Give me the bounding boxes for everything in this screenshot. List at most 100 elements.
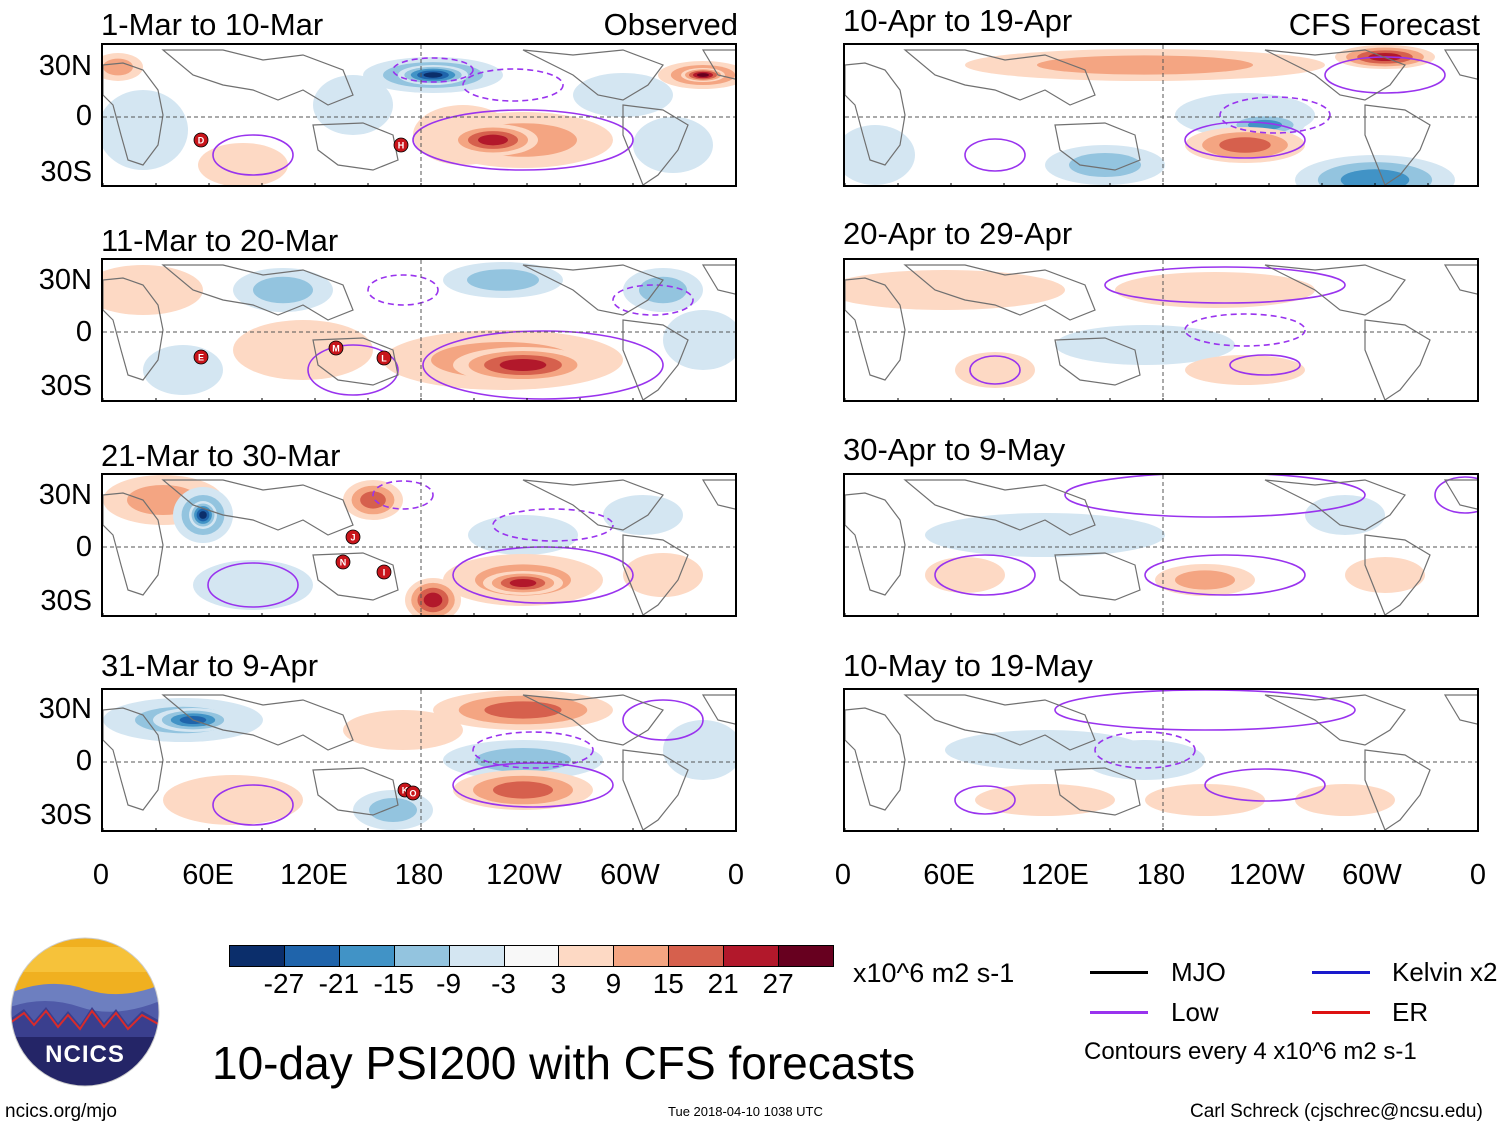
negative-anomaly [193,560,313,610]
positive-anomaly [509,579,537,587]
positive-anomaly [360,491,386,509]
coastline [1443,694,1477,725]
negative-anomaly [143,345,223,395]
psi-contour [212,784,294,826]
coastline [161,264,354,321]
coastline [1264,694,1406,746]
coastline [1364,104,1431,185]
panel-title-2: 11-Mar to 20-Mar [101,223,339,258]
panel-title-6: 20-Apr to 29-Apr [843,216,1073,251]
psi-contour [1184,313,1306,347]
kelvin-legend-line [1312,971,1370,974]
storm-marker: O [405,785,421,801]
storm-marker: N [335,554,351,570]
anomaly-field [845,475,1477,615]
negative-anomaly [1055,325,1235,365]
colorbar-tick-label: 9 [605,968,622,999]
anomaly-field [845,260,1477,400]
colorbar-tick-label: -15 [373,968,414,999]
lat-label-30n: 30N [38,50,92,82]
coastline [103,492,164,596]
low-legend-label: Low [1171,997,1219,1027]
storm-marker-label: E [198,353,204,363]
psi-contour [1054,690,1356,731]
negative-anomaly [1340,169,1410,185]
negative-anomaly [253,276,313,304]
psi-contour [1094,731,1196,769]
psi-contour [954,785,1016,815]
positive-anomaly [478,134,508,146]
psi-contour [367,274,439,306]
coastline [1054,337,1141,386]
colorbar-swatch [613,945,670,967]
colorbar-swatch [668,945,725,967]
positive-anomaly [1037,55,1253,75]
footer-site-link[interactable]: ncics.org/mjo [5,1101,117,1122]
psi-contour [1104,266,1346,304]
colorbar-tick-label: -27 [263,968,305,999]
coastline [1264,479,1406,531]
colorbar-tick-label: -3 [491,968,516,999]
positive-anomaly [233,320,373,380]
psi-contour [492,508,614,542]
map-panel-8 [843,688,1479,832]
coastline [312,767,399,816]
coastline [622,749,689,830]
logo-text: NCICS [45,1041,125,1068]
coastline [522,49,664,101]
storm-marker-label: K [402,786,409,796]
coastline [1264,264,1406,316]
negative-anomaly [313,75,393,135]
anomaly-field [845,690,1477,830]
negative-anomaly [369,798,417,822]
coastline [1054,552,1141,601]
coastline [312,337,399,386]
positive-anomaly [955,352,1035,388]
lat-label-30n: 30N [38,693,92,725]
coastline [161,694,354,751]
negative-anomaly [573,73,673,117]
footer-timestamp: Tue 2018-04-10 1038 UTC [668,1104,823,1119]
negative-anomaly [1085,740,1205,780]
coastline [161,49,354,106]
colorbar-swatch [558,945,615,967]
coastline [1264,49,1406,101]
psi-contour [452,546,634,604]
coastline [522,694,664,746]
positive-anomaly [1185,355,1305,385]
positive-anomaly [1295,784,1395,816]
anomaly-field: J N I [103,475,735,615]
contour-note: Contours every 4 x10^6 m2 s-1 [1084,1038,1417,1065]
anomaly-field [845,45,1477,185]
footer-author: Carl Schreck (cjschrec@ncsu.edu) [1190,1101,1483,1122]
storm-marker-label: J [350,533,355,543]
storm-marker-label: L [381,354,387,364]
colorbar-swatch [338,945,395,967]
positive-anomaly [975,784,1115,816]
coastline [903,264,1096,321]
lon-label-120e: 120E [1021,859,1089,891]
psi-contour [1144,554,1306,596]
psi-contour [372,480,434,510]
psi-contour [452,762,614,808]
coastline [903,694,1096,751]
psi-contour [1229,354,1301,376]
storm-marker-label: M [332,344,340,354]
storm-marker: H [393,137,409,153]
coastline [312,122,399,171]
negative-anomaly [1305,495,1385,535]
positive-anomaly [493,781,553,799]
coastline [845,492,906,596]
negative-anomaly [925,513,1165,557]
positive-anomaly [623,553,703,597]
lat-label-30s: 30S [40,370,92,402]
coastline [1364,319,1431,400]
colorbar-swatch [723,945,780,967]
map-panel-6 [843,258,1479,402]
psi-contour [622,699,704,741]
positive-anomaly [343,710,463,750]
lon-label-60e: 60E [923,859,975,891]
coastline [522,479,664,531]
